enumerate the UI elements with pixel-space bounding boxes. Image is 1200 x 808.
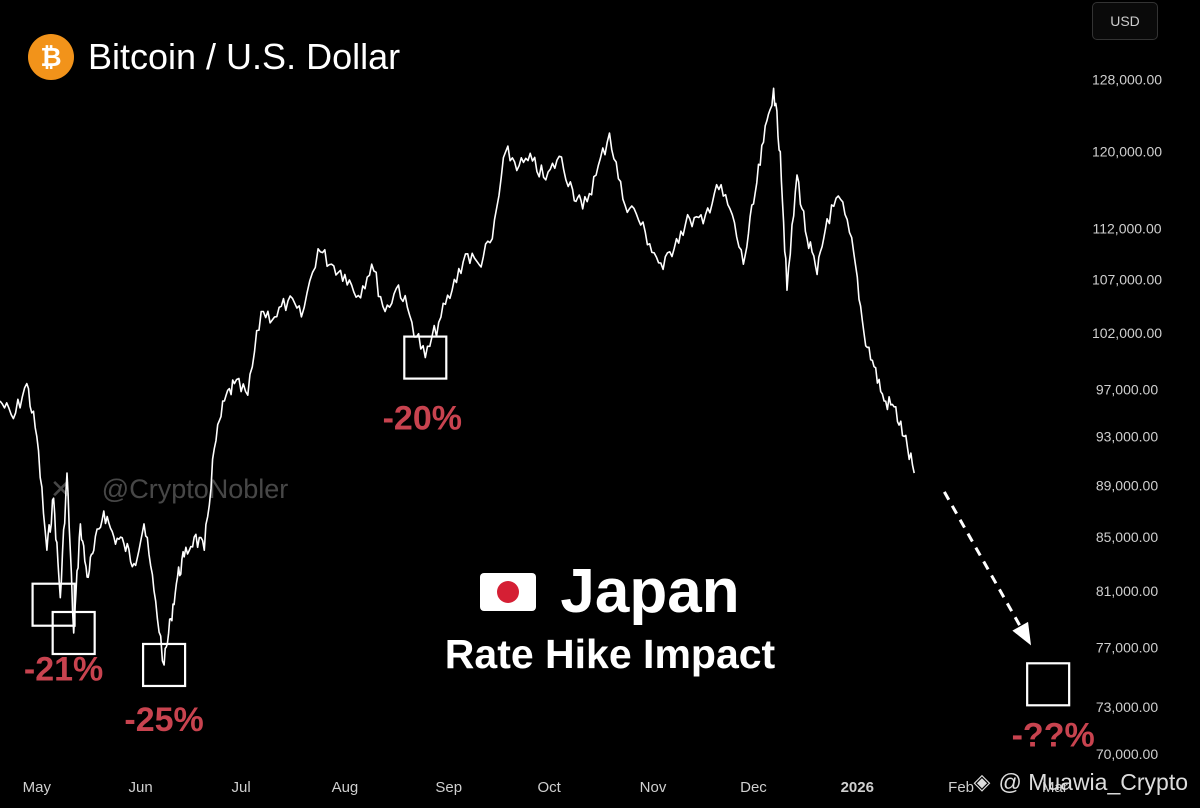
credit: ◈ @ Muawia_Crypto — [974, 769, 1188, 796]
y-tick-label: 97,000.00 — [1096, 381, 1158, 397]
drawdown-label: -25% — [124, 701, 203, 739]
bitcoin-logo-icon: ₿ — [28, 34, 74, 80]
x-tick-label: Feb — [948, 779, 974, 796]
y-axis: 128,000.00 120,000.00 112,000.00 107,000.00… — [1092, 71, 1162, 761]
watermark-handle: @CryptoNobler — [101, 474, 289, 504]
x-logo-icon: ✕ — [50, 474, 72, 505]
x-tick-label: Nov — [640, 779, 667, 796]
y-tick-label: 85,000.00 — [1096, 529, 1158, 545]
y-tick-label: 89,000.00 — [1096, 478, 1158, 494]
y-tick-label: 77,000.00 — [1096, 639, 1158, 655]
x-tick-label: Oct — [538, 779, 562, 796]
headline: Japan Rate Hike Impact — [390, 556, 830, 678]
watermark: ✕ @CryptoNobler — [50, 474, 288, 505]
drawdown-box — [141, 642, 187, 688]
japan-flag-icon — [480, 572, 537, 611]
x-tick-label: Aug — [332, 779, 359, 796]
y-tick-label: 81,000.00 — [1096, 583, 1158, 599]
x-tick-label: Mar — [1042, 779, 1068, 796]
chart-title-group: ₿ Bitcoin / U.S. Dollar — [28, 34, 400, 80]
chart-title: Bitcoin / U.S. Dollar — [88, 36, 401, 77]
y-tick-label: 102,000.00 — [1092, 325, 1162, 341]
x-axis: May Jun Jul Aug Sep Oct Nov Dec 2026 Feb Mar — [23, 779, 1068, 796]
annotations: -21% -25% -20% -??% — [24, 335, 1095, 754]
credit-handle: @ Muawia_Crypto — [998, 769, 1188, 795]
x-tick-label: Jun — [129, 779, 153, 796]
drawdown-label: -??% — [1012, 716, 1095, 754]
x-tick-label: May — [23, 779, 52, 796]
drawdown-box — [51, 610, 96, 656]
drawdown-box — [403, 335, 448, 380]
x-tick-label: Jul — [232, 779, 251, 796]
drawdown-label: -21% — [24, 651, 103, 689]
y-tick-label: 73,000.00 — [1096, 699, 1158, 715]
x-tick-label: 2026 — [841, 779, 874, 796]
headline-subtitle: Rate Hike Impact — [444, 631, 776, 677]
projection-arrow-line — [943, 491, 1030, 641]
y-tick-label: 70,000.00 — [1096, 746, 1158, 762]
y-tick-label: 120,000.00 — [1092, 144, 1162, 160]
x-tick-label: Dec — [740, 779, 767, 796]
y-tick-label: 112,000.00 — [1092, 221, 1161, 237]
y-tick-label: 128,000.00 — [1092, 71, 1162, 87]
currency-button[interactable]: USD — [1092, 2, 1158, 40]
headline-title: Japan — [560, 557, 740, 626]
binance-icon: ◈ — [973, 770, 991, 795]
y-tick-label: 107,000.00 — [1092, 272, 1162, 288]
drawdown-box — [1026, 662, 1071, 707]
arrow-head-icon — [1012, 621, 1032, 646]
x-tick-label: Sep — [435, 779, 462, 796]
drawdown-label: -20% — [383, 400, 462, 438]
y-tick-label: 93,000.00 — [1096, 428, 1158, 444]
